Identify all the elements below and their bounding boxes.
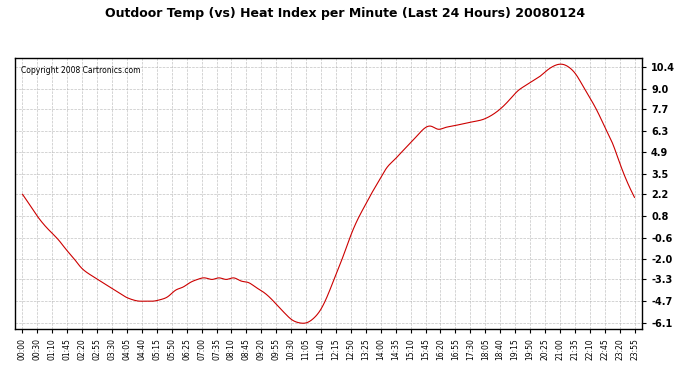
- Text: Copyright 2008 Cartronics.com: Copyright 2008 Cartronics.com: [21, 66, 141, 75]
- Text: Outdoor Temp (vs) Heat Index per Minute (Last 24 Hours) 20080124: Outdoor Temp (vs) Heat Index per Minute …: [105, 8, 585, 21]
